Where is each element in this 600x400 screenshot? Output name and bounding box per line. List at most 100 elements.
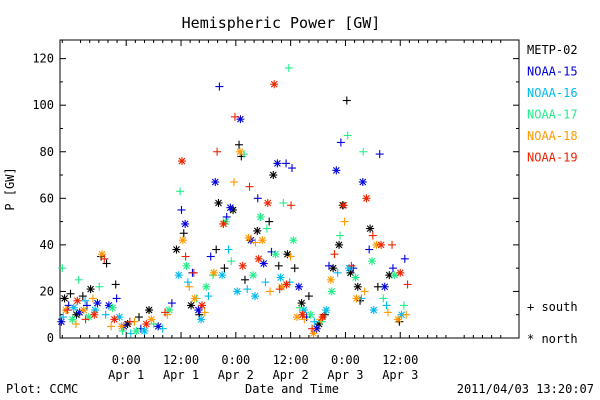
legend-entry-metp-02: METP-02 xyxy=(527,43,578,57)
marker-legend-north: * north xyxy=(527,332,578,346)
south-marker-noaa-17 xyxy=(284,63,293,72)
south-marker-noaa-19 xyxy=(330,250,339,259)
north-marker-noaa-17 xyxy=(132,327,141,336)
south-marker-noaa-18 xyxy=(266,287,275,296)
south-marker-noaa-17 xyxy=(399,301,408,310)
data-markers xyxy=(57,63,412,338)
south-marker-noaa-17 xyxy=(74,275,83,284)
north-marker-metp-02 xyxy=(335,240,344,249)
north-marker-noaa-17 xyxy=(202,282,211,291)
marker-legend-south: + south xyxy=(527,300,578,314)
south-marker-noaa-19 xyxy=(81,315,90,324)
north-marker-noaa-18 xyxy=(178,236,187,245)
south-marker-noaa-16 xyxy=(261,278,270,287)
north-marker-metp-02 xyxy=(253,226,262,235)
north-marker-noaa-15 xyxy=(194,306,203,315)
south-marker-noaa-19 xyxy=(245,182,254,191)
south-marker-noaa-18 xyxy=(286,252,295,261)
south-marker-noaa-18 xyxy=(230,178,239,187)
south-marker-noaa-19 xyxy=(368,231,377,240)
north-marker-noaa-17 xyxy=(271,250,280,259)
north-marker-noaa-15 xyxy=(332,166,341,175)
south-marker-metp-02 xyxy=(66,289,75,298)
north-marker-noaa-18 xyxy=(117,322,126,331)
north-marker-metp-02 xyxy=(353,282,362,291)
north-marker-noaa-18 xyxy=(258,236,267,245)
north-marker-noaa-15 xyxy=(294,282,303,291)
south-marker-noaa-18 xyxy=(383,308,392,317)
x-tick-time-label: 0:00 xyxy=(112,353,141,367)
north-marker-metp-02 xyxy=(366,224,375,233)
north-marker-noaa-19 xyxy=(318,313,327,322)
north-marker-noaa-17 xyxy=(256,212,265,221)
north-marker-noaa-16 xyxy=(174,271,183,280)
chart-title: Hemispheric Power [GW] xyxy=(182,14,381,32)
north-marker-noaa-19 xyxy=(198,301,207,310)
south-marker-noaa-15 xyxy=(375,150,384,159)
plot-timestamp: 2011/04/03 13:20:07 xyxy=(457,382,594,396)
south-marker-noaa-19 xyxy=(347,261,356,270)
north-marker-noaa-16 xyxy=(251,292,260,301)
south-marker-noaa-17 xyxy=(227,257,236,266)
x-tick-time-label: 12:00 xyxy=(273,353,309,367)
south-marker-noaa-15 xyxy=(288,164,297,173)
north-marker-noaa-16 xyxy=(140,327,149,336)
north-marker-noaa-19 xyxy=(339,201,348,210)
north-marker-noaa-19 xyxy=(362,194,371,203)
south-marker-noaa-17 xyxy=(279,198,288,207)
south-marker-noaa-19 xyxy=(213,147,222,156)
north-marker-noaa-18 xyxy=(235,147,244,156)
south-marker-noaa-19 xyxy=(161,308,170,317)
south-marker-noaa-19 xyxy=(403,280,412,289)
south-marker-noaa-18 xyxy=(88,294,97,303)
south-marker-noaa-15 xyxy=(267,247,276,256)
south-marker-noaa-19 xyxy=(125,317,134,326)
north-marker-noaa-15 xyxy=(93,299,102,308)
south-marker-noaa-15 xyxy=(336,138,345,147)
south-marker-noaa-15 xyxy=(388,264,397,273)
south-marker-noaa-17 xyxy=(295,303,304,312)
south-marker-noaa-16 xyxy=(333,268,342,277)
south-marker-metp-02 xyxy=(274,261,283,270)
x-tick-time-label: 0:00 xyxy=(331,353,360,367)
north-marker-noaa-17 xyxy=(367,257,376,266)
y-tick-label: 80 xyxy=(40,145,54,159)
legend-entry-noaa-18: NOAA-18 xyxy=(527,129,578,143)
south-marker-noaa-19 xyxy=(230,112,239,121)
y-tick-label: 40 xyxy=(40,238,54,252)
south-marker-noaa-15 xyxy=(206,252,215,261)
south-marker-noaa-17 xyxy=(58,264,67,273)
south-marker-noaa-15 xyxy=(400,254,409,263)
south-marker-noaa-19 xyxy=(388,240,397,249)
north-marker-metp-02 xyxy=(172,245,181,254)
north-marker-metp-02 xyxy=(86,285,95,294)
y-tick-label: 100 xyxy=(32,98,54,112)
legend-entry-noaa-15: NOAA-15 xyxy=(527,65,578,79)
south-marker-metp-02 xyxy=(212,245,221,254)
south-marker-metp-02 xyxy=(342,96,351,105)
north-marker-noaa-17 xyxy=(182,261,191,270)
north-marker-noaa-15 xyxy=(358,178,367,187)
north-marker-noaa-15 xyxy=(273,159,282,168)
south-marker-metp-02 xyxy=(135,313,144,322)
south-marker-metp-02 xyxy=(265,217,274,226)
south-marker-metp-02 xyxy=(290,264,299,273)
x-tick-date-label: Apr 3 xyxy=(327,368,363,382)
south-marker-noaa-18 xyxy=(251,238,260,247)
north-marker-metp-02 xyxy=(297,299,306,308)
north-marker-noaa-16 xyxy=(233,287,242,296)
north-marker-noaa-16 xyxy=(276,273,285,282)
south-marker-noaa-16 xyxy=(158,324,167,333)
north-marker-noaa-19 xyxy=(177,157,186,166)
south-marker-noaa-17 xyxy=(359,147,368,156)
south-marker-noaa-17 xyxy=(262,224,271,233)
north-marker-noaa-18 xyxy=(79,306,88,315)
legend-entry-noaa-17: NOAA-17 xyxy=(527,108,578,122)
south-marker-noaa-16 xyxy=(382,301,391,310)
north-marker-noaa-19 xyxy=(90,310,99,319)
south-marker-noaa-15 xyxy=(177,205,186,214)
north-marker-noaa-16 xyxy=(218,271,227,280)
north-marker-noaa-15 xyxy=(211,178,220,187)
south-marker-metp-02 xyxy=(179,229,188,238)
